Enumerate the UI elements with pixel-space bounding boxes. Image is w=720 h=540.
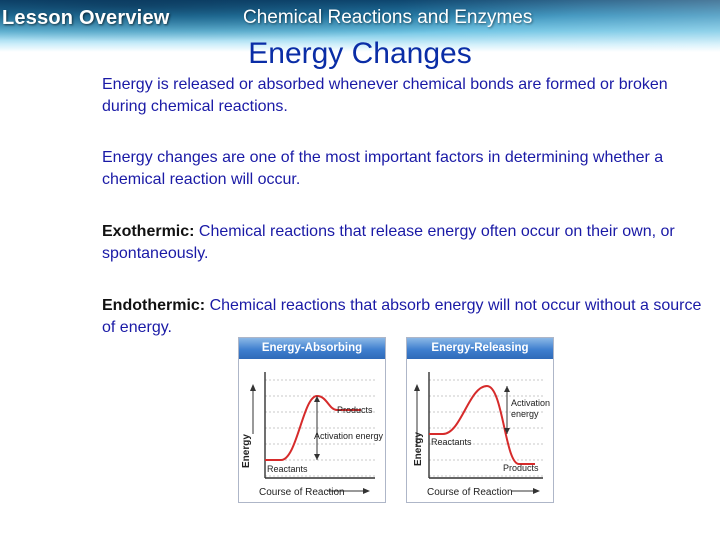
energy-releasing-diagram: Energy-Releasing Reaction Energy Activat… — [406, 337, 554, 503]
endothermic-definition: Chemical reactions that absorb energy wi… — [102, 297, 702, 336]
paragraph-energy-changes: Energy changes are one of the most impor… — [102, 149, 664, 188]
energy-absorbing-diagram: Energy-Absorbing Reaction Energy Product… — [238, 337, 386, 503]
releasing-energy-curve — [429, 384, 535, 465]
absorbing-activation-label: Activation energy — [314, 431, 384, 441]
releasing-activation-label-line2: energy — [511, 409, 539, 419]
releasing-x-label: Course of Reaction — [427, 487, 513, 498]
chapter-title: Chemical Reactions and Enzymes — [243, 7, 533, 28]
releasing-y-label: Energy — [413, 432, 424, 466]
lesson-overview-label: Lesson Overview — [2, 7, 170, 29]
absorbing-products-label: Products — [337, 405, 373, 415]
releasing-products-label: Products — [503, 463, 539, 473]
releasing-x-arrow-head — [533, 488, 540, 494]
paragraph-energy-bonds: Energy is released or absorbed whenever … — [102, 76, 668, 115]
absorbing-x-label: Course of Reaction — [259, 487, 345, 498]
releasing-y-arrow-head — [414, 384, 420, 391]
absorbing-gridlines — [265, 379, 375, 477]
absorbing-diagram-graphic: Energy Products Activation energy Reacta… — [241, 372, 384, 498]
absorbing-y-arrow-head — [250, 384, 256, 391]
releasing-diagram-graphic: Energy Activation energy Reactants Produ… — [413, 372, 550, 498]
absorbing-reactants-label: Reactants — [267, 464, 308, 474]
releasing-diagram-title: Energy-Releasing Reaction — [407, 338, 553, 375]
absorbing-activation-arrow-down — [314, 454, 320, 460]
absorbing-x-arrow-head — [363, 488, 370, 494]
releasing-gridlines — [429, 379, 543, 477]
releasing-activation-arrow-down — [504, 428, 510, 434]
header-shade — [0, 0, 720, 52]
releasing-reactants-label: Reactants — [431, 437, 472, 447]
header-highlight — [0, 0, 720, 52]
paragraph-exothermic: Exothermic: Chemical reactions that rele… — [102, 221, 702, 265]
paragraph-endothermic: Endothermic: Chemical reactions that abs… — [102, 295, 702, 339]
slide-title: Energy Changes — [248, 37, 472, 70]
absorbing-activation-arrow-up — [314, 396, 320, 402]
endothermic-term: Endothermic: — [102, 297, 206, 314]
exothermic-definition: Chemical reactions that release energy o… — [102, 223, 675, 262]
releasing-activation-label-line1: Activation — [511, 398, 550, 408]
absorbing-y-label: Energy — [241, 434, 252, 468]
releasing-activation-arrow-up — [504, 386, 510, 392]
exothermic-term: Exothermic: — [102, 223, 195, 240]
header-banner: Lesson Overview Chemical Reactions and E… — [0, 0, 720, 52]
absorbing-diagram-title: Energy-Absorbing Reaction — [239, 338, 385, 375]
